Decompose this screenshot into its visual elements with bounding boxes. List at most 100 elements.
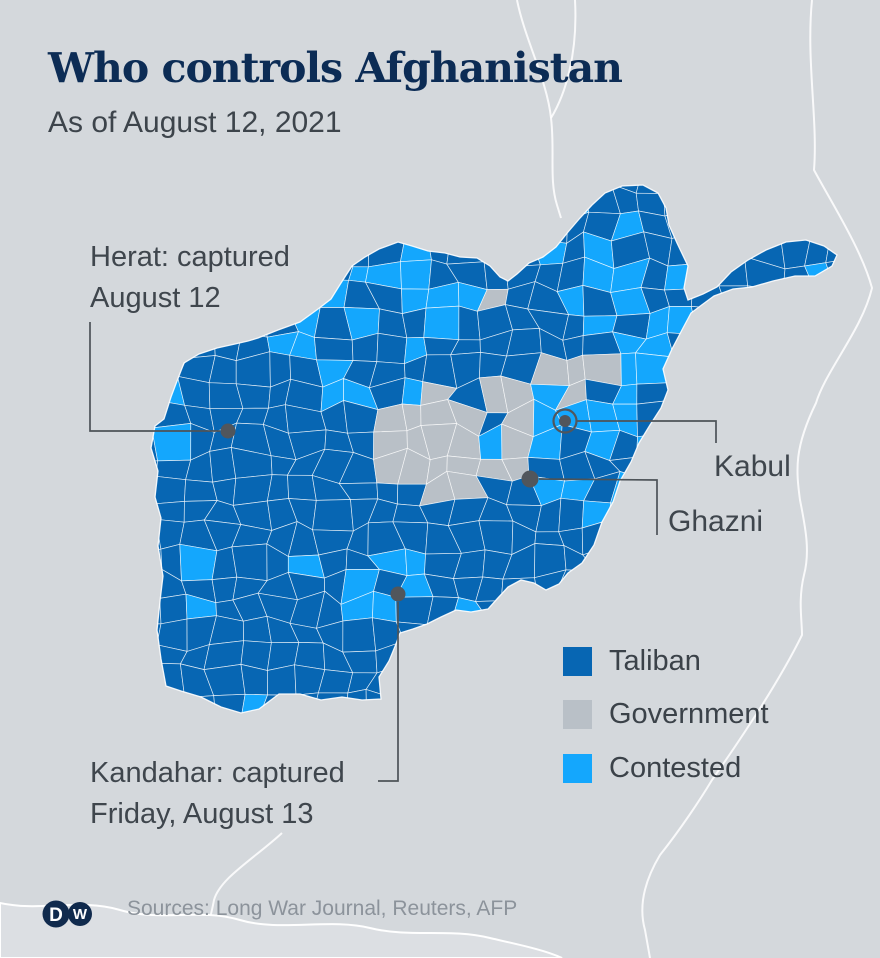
district-cell: [617, 593, 642, 624]
district-cell: [260, 694, 297, 713]
district-cell: [479, 668, 516, 701]
district-cell: [700, 619, 730, 649]
district-cell: [151, 712, 163, 713]
district-cell: [151, 548, 163, 575]
district-cell: [858, 691, 880, 715]
district-cell: [267, 664, 297, 696]
legend-label-contested: Contested: [609, 752, 742, 784]
district-cell: [151, 215, 161, 240]
district-cell: [718, 614, 753, 650]
annotation-kabul: Kabul: [714, 450, 791, 483]
district-cell: [511, 667, 543, 701]
district-cell: [834, 736, 865, 768]
district-cell: [858, 327, 880, 362]
district-cell: [716, 210, 757, 236]
district-cell: [824, 402, 837, 429]
district-cell: [426, 624, 455, 650]
sources-text: Sources: Long War Journal, Reuters, AFP: [127, 897, 518, 920]
district-cell: [857, 458, 880, 479]
district-cell: [427, 640, 462, 666]
district-cell: [728, 569, 749, 597]
district-cell: [231, 543, 268, 581]
district-cell: [582, 618, 618, 647]
dw-logo-letter-w: W: [73, 906, 88, 923]
district-cell: [779, 711, 813, 713]
district-cell: [427, 746, 452, 766]
district-cell: [774, 737, 812, 771]
dw-logo-circle-d: [42, 900, 70, 928]
district-cell: [453, 640, 481, 671]
annotation-ghazni: Ghazni: [668, 505, 764, 538]
annotation-kandahar-line2: Friday, August 13: [90, 798, 314, 830]
district-cell: [750, 379, 785, 406]
district-cell: [694, 547, 732, 578]
district-cell: [555, 185, 589, 198]
dw-logo-letter-d: D: [49, 905, 63, 926]
district-cell: [214, 715, 242, 745]
district-cell: [151, 423, 192, 462]
district-cell: [771, 334, 813, 361]
kandahar-marker-dot: [390, 586, 406, 602]
district-cell: [719, 399, 753, 436]
district-cell: [298, 185, 321, 213]
district-cell: [312, 720, 347, 741]
district-cell: [694, 575, 732, 593]
district-cell: [486, 185, 507, 190]
district-cell: [344, 723, 377, 741]
district-cell: [500, 600, 540, 629]
district-cell: [828, 548, 837, 578]
district-cell: [203, 210, 234, 235]
district-cell: [832, 304, 837, 328]
district-cell: [186, 714, 216, 748]
district-cell: [728, 591, 746, 621]
district-cell: [159, 593, 188, 625]
district-cell: [151, 662, 155, 695]
district-cell: [855, 304, 880, 331]
district-cell: [690, 209, 722, 235]
district-cell: [151, 518, 162, 555]
district-cell: [316, 190, 353, 213]
district-cell: [151, 623, 162, 652]
district-cell: [151, 362, 154, 388]
district-cell: [775, 592, 810, 625]
district-cell: [800, 574, 831, 602]
district-cell: [689, 334, 730, 365]
district-cell: [506, 328, 542, 357]
district-cell: [449, 616, 488, 641]
district-cell: [231, 215, 261, 236]
district-cell: [799, 326, 835, 360]
district-cell: [668, 382, 697, 411]
district-cell: [852, 173, 880, 195]
district-cell: [636, 382, 675, 405]
district-cell: [505, 237, 541, 268]
district-cell: [664, 209, 702, 239]
border-line-north-branch: [550, 0, 577, 119]
district-cell: [314, 337, 354, 361]
district-cell: [858, 714, 880, 738]
district-cell: [854, 524, 880, 556]
district-cell: [696, 230, 732, 265]
district-cell: [504, 627, 543, 651]
district-cell: [260, 185, 300, 217]
district-cell: [864, 665, 880, 696]
district-cell: [827, 572, 837, 604]
district-cell: [857, 474, 880, 509]
district-cell: [313, 236, 354, 269]
district-cell: [405, 185, 432, 219]
district-cell: [747, 285, 784, 307]
district-cell: [751, 401, 784, 436]
district-cell: [693, 376, 730, 411]
district-cell: [395, 596, 434, 626]
district-cell: [852, 619, 880, 651]
district-cell: [368, 210, 406, 243]
district-cell: [856, 573, 880, 605]
district-cell: [860, 505, 880, 526]
district-cell: [532, 698, 564, 713]
district-cell: [693, 399, 729, 435]
district-cell: [558, 497, 585, 533]
district-cell: [401, 377, 424, 406]
district-cell: [862, 379, 880, 411]
district-cell: [827, 597, 837, 629]
district-cell: [860, 186, 880, 215]
